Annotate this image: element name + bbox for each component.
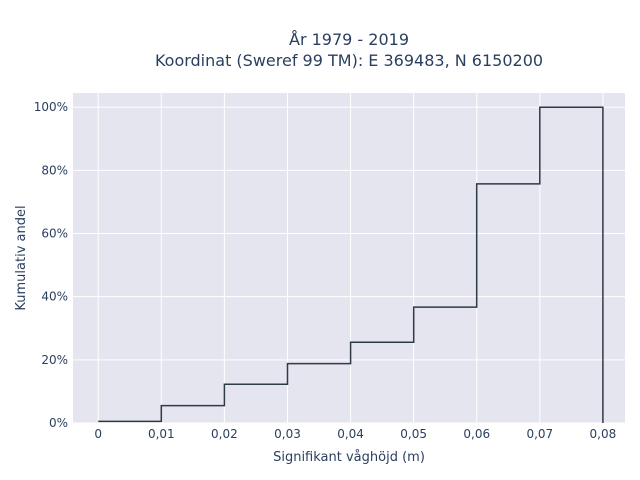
x-tick-label: 0,07: [526, 427, 553, 441]
x-tick-label: 0,04: [337, 427, 364, 441]
y-tick-label: 20%: [41, 353, 68, 367]
y-tick-label: 100%: [34, 100, 68, 114]
y-tick-labels: 0% 20% 40% 60% 80% 100%: [34, 100, 68, 430]
chart-title-line-2: Koordinat (Sweref 99 TM): E 369483, N 61…: [155, 51, 543, 70]
x-axis-title: Signifikant våghöjd (m): [273, 450, 425, 465]
y-tick-label: 40%: [41, 290, 68, 304]
chart-title-line-1: År 1979 - 2019: [289, 30, 409, 49]
x-tick-label: 0,01: [148, 427, 175, 441]
x-tick-label: 0,08: [590, 427, 617, 441]
x-tick-label: 0: [94, 427, 102, 441]
x-tick-label: 0,05: [400, 427, 427, 441]
y-tick-label: 0%: [49, 416, 68, 430]
plot-area: [73, 93, 625, 423]
y-axis-title: Kumulativ andel: [14, 205, 29, 310]
y-tick-label: 60%: [41, 227, 68, 241]
x-tick-label: 0,06: [463, 427, 490, 441]
x-tick-label: 0,02: [211, 427, 238, 441]
y-tick-label: 80%: [41, 163, 68, 177]
x-tick-label: 0,03: [274, 427, 301, 441]
series-layer: [98, 106, 604, 423]
grid-lines: [73, 93, 625, 424]
cumulative-step-line: [98, 106, 604, 423]
x-tick-labels: 0 0,01 0,02 0,03 0,04 0,05 0,06 0,07 0,08: [94, 427, 616, 441]
